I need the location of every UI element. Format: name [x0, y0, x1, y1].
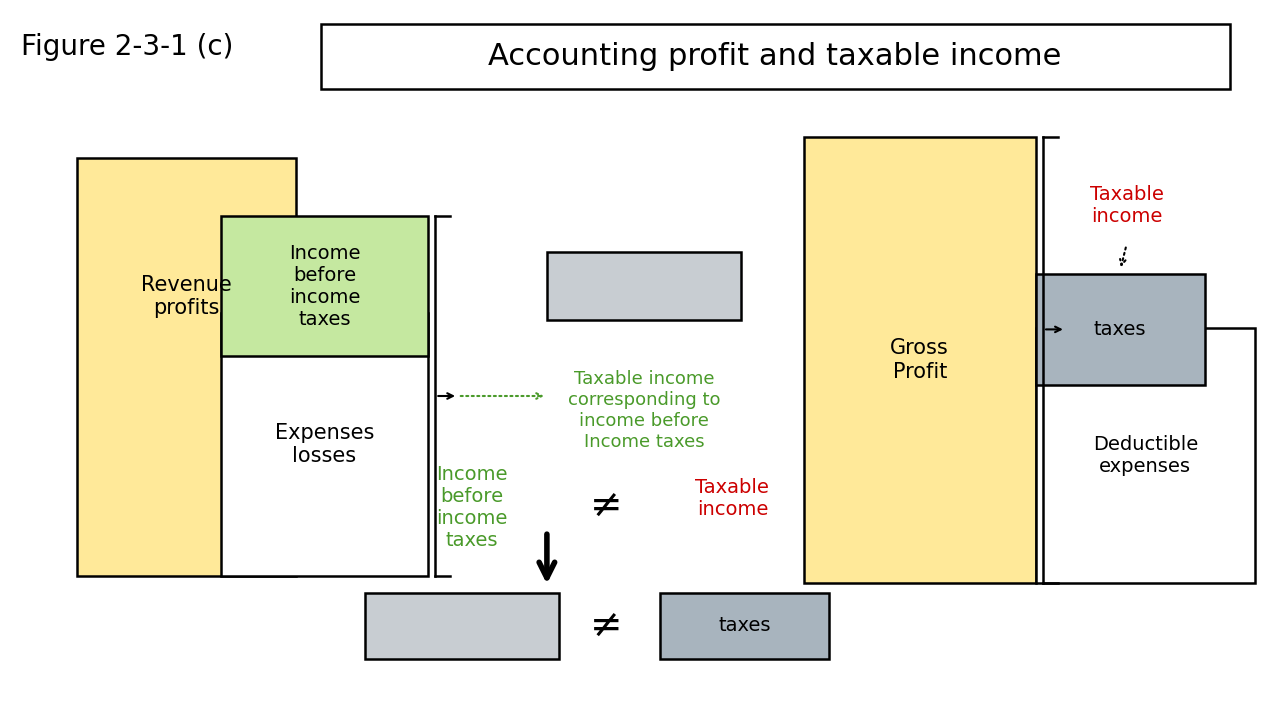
FancyBboxPatch shape — [1036, 328, 1254, 583]
Text: Taxable income
corresponding to
income before
Income taxes: Taxable income corresponding to income b… — [568, 370, 721, 451]
FancyBboxPatch shape — [365, 593, 559, 659]
Text: Expenses
losses: Expenses losses — [275, 423, 374, 467]
Text: Deductible
expenses: Deductible expenses — [1093, 435, 1198, 476]
Text: ≠: ≠ — [590, 487, 622, 525]
Text: Revenue
profits: Revenue profits — [141, 274, 232, 318]
Text: ≠: ≠ — [590, 607, 622, 644]
Text: Income
before
income
taxes: Income before income taxes — [436, 465, 507, 550]
Text: Figure 2-3-1 (c): Figure 2-3-1 (c) — [20, 33, 233, 60]
FancyBboxPatch shape — [77, 158, 296, 576]
FancyBboxPatch shape — [1036, 274, 1204, 385]
FancyBboxPatch shape — [221, 216, 428, 356]
FancyBboxPatch shape — [804, 137, 1036, 583]
FancyBboxPatch shape — [221, 313, 428, 576]
Text: Income
before
income
taxes: Income before income taxes — [289, 243, 360, 329]
Text: Taxable
income: Taxable income — [1089, 185, 1164, 225]
FancyBboxPatch shape — [659, 593, 829, 659]
Text: taxes: taxes — [1094, 320, 1147, 339]
Text: Accounting profit and taxable income: Accounting profit and taxable income — [488, 42, 1061, 71]
Text: Taxable
income: Taxable income — [695, 478, 769, 518]
Text: Gross
Profit: Gross Profit — [891, 338, 948, 382]
Text: taxes: taxes — [718, 616, 771, 635]
FancyBboxPatch shape — [321, 24, 1230, 89]
FancyBboxPatch shape — [547, 252, 741, 320]
